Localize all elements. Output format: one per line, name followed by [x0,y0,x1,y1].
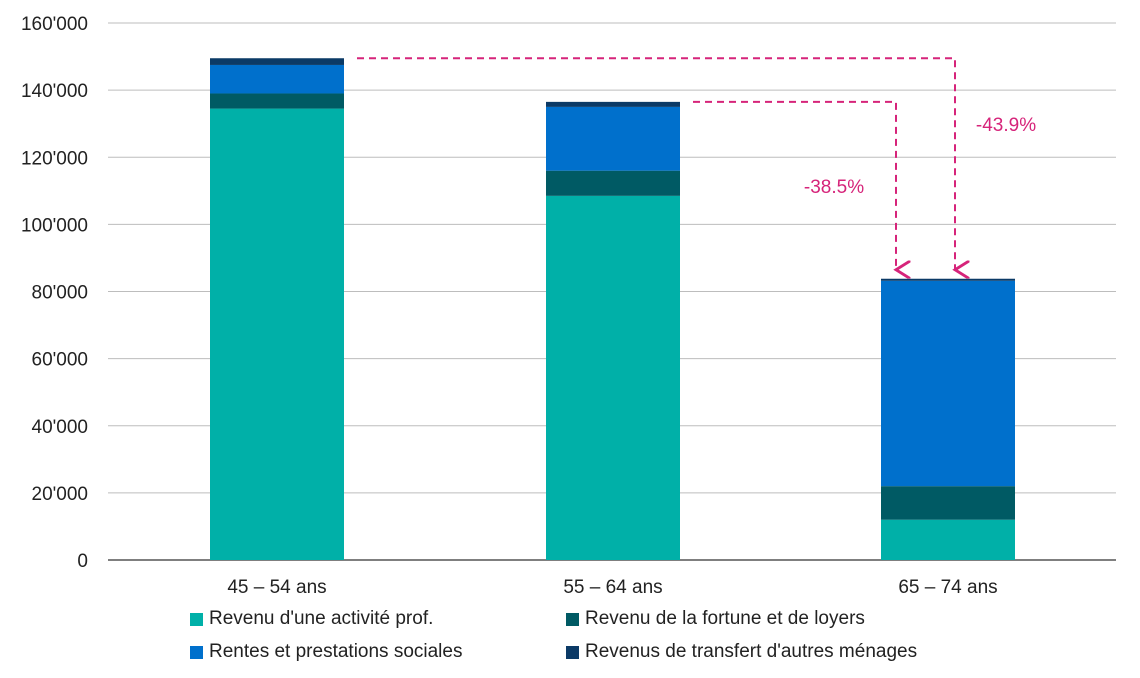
bar-segment [881,280,1015,487]
x-category-label: 55 – 64 ans [563,577,662,598]
y-tick-label: 120'000 [21,148,88,169]
legend-swatch [190,645,203,659]
y-tick-label: 40'000 [32,417,88,438]
bar-segment [881,519,1015,560]
legend-item: Rentes et prestations sociales [190,641,462,663]
y-tick-label: 100'000 [21,215,88,236]
change-annotation-label: -43.9% [976,115,1036,136]
y-tick-label: 0 [77,551,88,572]
bar-segment [210,108,344,560]
legend-item: Revenu d'une activité prof. [190,608,433,630]
bar-segment [546,170,680,196]
bar-segment [881,486,1015,520]
change-arrow [693,100,896,270]
y-tick-label: 60'000 [32,350,88,371]
legend-swatch [566,612,579,626]
legend-label: Revenu d'une activité prof. [209,608,434,629]
y-tick-label: 140'000 [21,81,88,102]
y-tick-label: 160'000 [21,14,88,35]
legend-swatch [190,612,203,626]
legend-item: Revenu de la fortune et de loyers [566,608,865,630]
change-annotation-label: -38.5% [804,177,864,198]
bar-segment [210,64,344,94]
legend-label: Rentes et prestations sociales [209,641,463,662]
y-tick-label: 20'000 [32,484,88,505]
legend-label: Revenus de transfert d'autres ménages [585,641,918,662]
y-tick-label: 80'000 [32,283,88,304]
bar-segment [546,195,680,561]
bar-segment [546,101,680,107]
x-category-label: 45 – 54 ans [227,577,326,598]
x-category-label: 65 – 74 ans [898,577,997,598]
legend-label: Revenu de la fortune et de loyers [585,608,865,629]
stacked-bar-chart: 0 20'000 40'000 60'000 80'000 100'000 120'000 1… [21,14,1116,598]
bar-segment [881,278,1015,281]
bar-segment [210,93,344,109]
legend-swatch [566,645,579,659]
legend-item: Revenus de transfert d'autres ménages [566,641,917,663]
bar-segment [210,58,344,65]
bar-segment [546,106,680,171]
